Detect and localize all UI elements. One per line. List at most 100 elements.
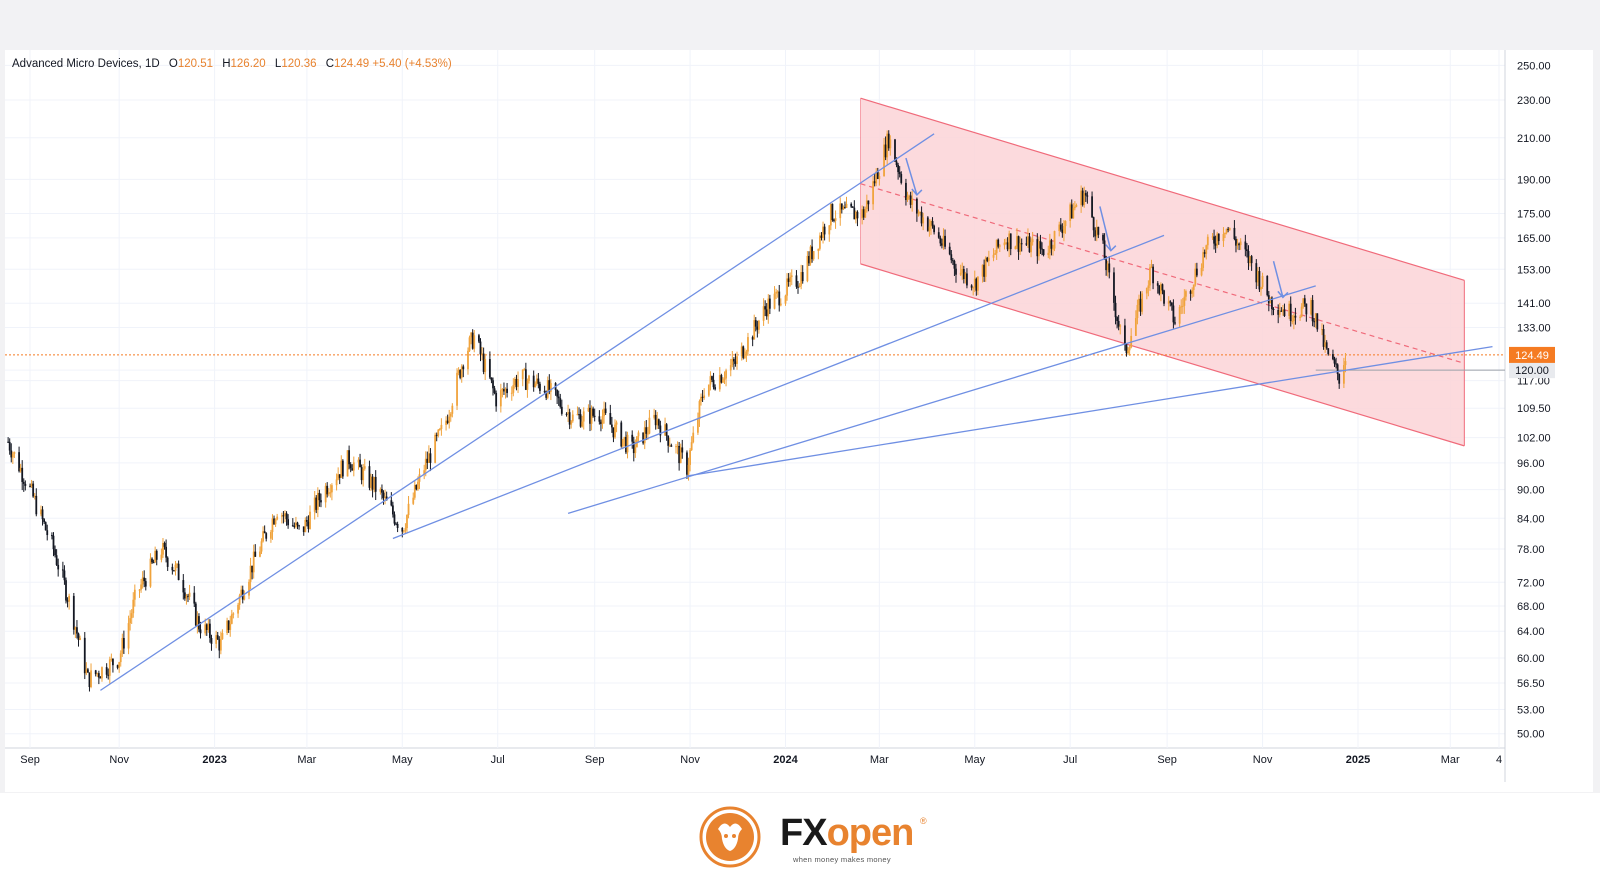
candle-body	[1125, 344, 1128, 354]
candle-body	[473, 335, 476, 349]
candle-body	[590, 408, 593, 424]
candle-body	[72, 595, 75, 630]
candle-body	[625, 436, 627, 453]
candle-body	[665, 424, 668, 436]
candle-body	[703, 395, 706, 398]
candle-body	[898, 172, 901, 174]
candle-body	[701, 396, 704, 398]
candle-body	[765, 309, 768, 317]
candle-body	[40, 509, 42, 515]
candle-body	[535, 378, 538, 384]
candle-body	[122, 638, 125, 649]
candle-body	[549, 383, 552, 392]
candle-body	[1200, 267, 1203, 276]
candle-body	[280, 515, 283, 517]
candle-body	[32, 483, 35, 497]
candle-body	[129, 618, 132, 624]
candle-body	[839, 203, 842, 219]
candle-body	[108, 659, 111, 676]
candle-body	[894, 139, 896, 162]
candle-body	[209, 623, 211, 639]
candle-body	[484, 359, 487, 372]
candle-body	[478, 335, 480, 342]
candle-body	[517, 379, 519, 387]
fxopen-bull-logo-icon	[699, 806, 761, 868]
candle-body	[382, 492, 385, 499]
candle-body	[626, 434, 629, 453]
footer-banner	[0, 793, 1600, 879]
candle-body	[467, 350, 469, 370]
candle-body	[1181, 305, 1184, 307]
candle-body	[865, 200, 868, 209]
candle-body	[1016, 236, 1018, 247]
chart-panel: 250.00 230.00 210.00 190.00 175.00 165.00 153.…	[5, 50, 1593, 792]
candle-body	[133, 589, 136, 600]
candle-body	[1191, 290, 1194, 294]
candle-body	[842, 206, 845, 210]
candle-body	[844, 206, 846, 208]
candle-body	[349, 464, 352, 469]
candle-body	[293, 525, 296, 527]
y-tick-label: 165.00	[1517, 233, 1551, 245]
candle-body	[975, 278, 978, 291]
candle-body	[370, 476, 372, 488]
candle-body	[176, 563, 178, 565]
candle-body	[725, 370, 727, 379]
candle-body	[1214, 243, 1217, 246]
candle-body	[1336, 364, 1339, 374]
candle-body	[29, 485, 31, 487]
candle-body	[512, 384, 515, 393]
brand-tagline: when money makes money	[793, 855, 891, 864]
candle-body	[612, 427, 615, 438]
candle-body	[1106, 263, 1109, 271]
candle-body	[1091, 196, 1093, 218]
candle-body	[853, 207, 856, 220]
candle-body	[1216, 233, 1219, 246]
candle-body	[326, 485, 329, 495]
candle-body	[941, 243, 943, 246]
candle-body	[812, 251, 815, 260]
candle-body	[532, 375, 535, 388]
candle-body	[1316, 313, 1319, 330]
candle-body	[501, 389, 504, 391]
candle-body	[667, 435, 670, 446]
candle-body	[1294, 315, 1297, 318]
candle-body	[637, 432, 640, 437]
candle-body	[798, 285, 801, 288]
candle-body	[434, 434, 437, 463]
level-price-tag: 120.00	[1515, 365, 1549, 377]
candle-body	[886, 133, 889, 158]
candle-body	[1150, 266, 1153, 268]
candle-body	[778, 291, 781, 306]
candle-body	[381, 489, 383, 493]
candle-body	[800, 272, 803, 286]
candle-body	[404, 528, 407, 531]
candle-body	[1250, 256, 1253, 264]
candle-body	[346, 450, 349, 477]
candle-body	[565, 413, 568, 415]
channel-mid-line	[860, 183, 1465, 364]
candle-body	[424, 458, 427, 471]
candle-body	[742, 346, 745, 358]
candle-body	[970, 285, 973, 288]
candle-body	[976, 276, 979, 291]
candle-body	[656, 419, 659, 426]
candle-body	[1136, 304, 1139, 319]
candle-body	[1061, 229, 1064, 234]
candle-body	[121, 638, 124, 654]
candle-body	[845, 203, 848, 208]
candle-body	[1235, 238, 1237, 246]
candle-body	[254, 551, 257, 557]
candle-body	[313, 497, 316, 512]
price-chart[interactable]: 250.00 230.00 210.00 190.00 175.00 165.00 153.…	[5, 50, 1593, 792]
candle-body	[576, 414, 579, 416]
candle-body	[546, 380, 549, 398]
candle-body	[1020, 243, 1023, 245]
candle-body	[1303, 298, 1306, 304]
candle-body	[758, 320, 760, 330]
candle-body	[173, 570, 175, 572]
candle-body	[315, 497, 318, 510]
candle-body	[811, 246, 813, 260]
close-value: 124.49	[334, 58, 370, 70]
candle-body	[335, 479, 338, 486]
